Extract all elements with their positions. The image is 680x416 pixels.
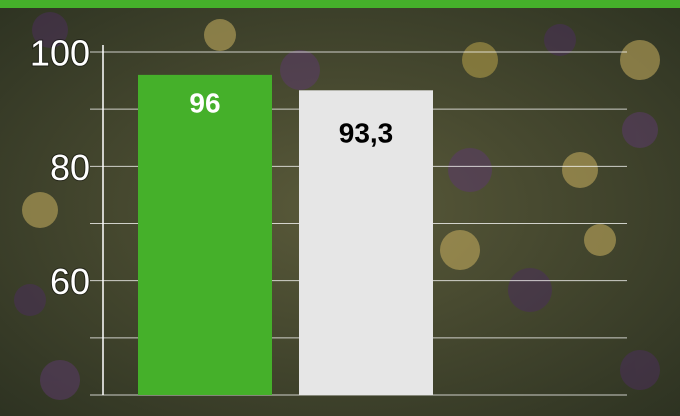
y-tick-label: 80 [50,147,90,188]
bar [299,90,433,395]
y-tick-label: 100 [30,33,90,74]
bar [138,74,272,395]
flower-texture [14,12,660,400]
top-bar [0,0,680,8]
value-label: 93,3 [339,118,394,149]
y-tick-label: 60 [50,261,90,302]
value-label: 96 [189,87,220,118]
